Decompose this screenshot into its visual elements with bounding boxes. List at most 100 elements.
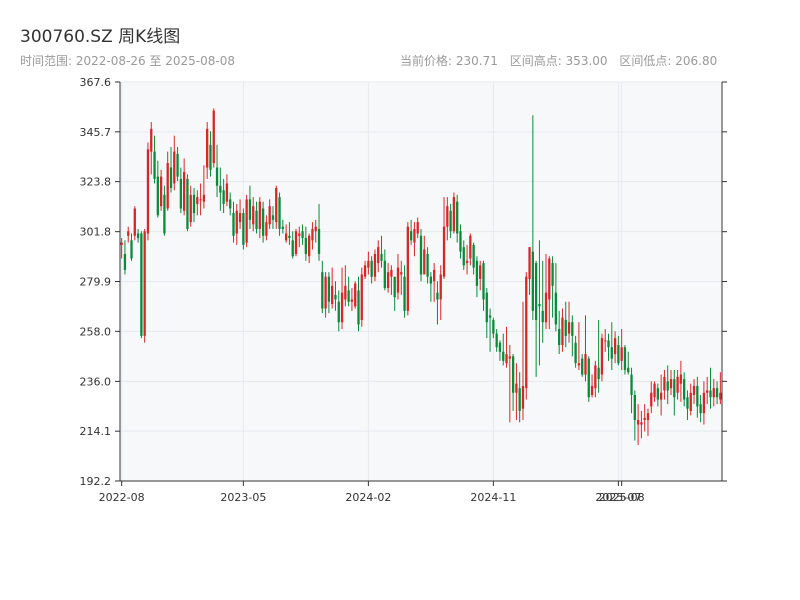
stats-bar: 当前价格: 230.71 区间高点: 353.00 区间低点: 206.80 bbox=[400, 52, 725, 69]
candle bbox=[446, 197, 449, 241]
candle bbox=[370, 256, 373, 284]
candle-body bbox=[567, 322, 571, 334]
candle-body bbox=[340, 292, 344, 323]
candle-body bbox=[258, 201, 261, 229]
candle-body bbox=[692, 385, 696, 396]
candle-body bbox=[554, 292, 558, 325]
candle-body bbox=[544, 292, 548, 323]
candle-body bbox=[337, 301, 340, 323]
candle bbox=[268, 199, 271, 229]
candle bbox=[587, 356, 590, 402]
candle-body bbox=[459, 231, 462, 252]
candle bbox=[610, 322, 613, 370]
candle-body bbox=[189, 194, 192, 223]
candle bbox=[360, 267, 363, 327]
candle-body bbox=[199, 199, 202, 201]
candle-body bbox=[465, 260, 469, 264]
candle-body bbox=[482, 263, 485, 300]
candle-body bbox=[136, 233, 140, 239]
candle-body bbox=[423, 249, 426, 275]
candle-body bbox=[706, 390, 709, 393]
candle-body bbox=[327, 276, 331, 302]
candle-body bbox=[495, 333, 498, 348]
candle-body bbox=[127, 231, 130, 236]
candle bbox=[166, 151, 169, 211]
candle-body bbox=[561, 317, 564, 345]
candle bbox=[304, 226, 308, 261]
candle bbox=[186, 174, 189, 232]
candle bbox=[377, 240, 380, 273]
candle bbox=[206, 122, 209, 179]
candle-body bbox=[324, 276, 327, 309]
candle-body bbox=[620, 347, 623, 361]
candle bbox=[508, 344, 511, 423]
candle bbox=[413, 222, 416, 257]
candle-body bbox=[613, 338, 617, 355]
candle bbox=[252, 197, 255, 232]
candle bbox=[143, 228, 146, 343]
candle bbox=[485, 288, 488, 339]
candle-body bbox=[525, 276, 528, 389]
candle bbox=[173, 135, 176, 191]
candle bbox=[600, 333, 604, 382]
candle-body bbox=[636, 420, 640, 425]
candle-body bbox=[304, 238, 308, 254]
candle-body bbox=[643, 417, 646, 421]
candles bbox=[120, 108, 722, 446]
candle-body bbox=[179, 178, 183, 209]
candle-body bbox=[331, 285, 334, 305]
candle-body bbox=[123, 253, 127, 270]
candle-body bbox=[469, 235, 472, 259]
candle bbox=[133, 206, 136, 241]
candle-body bbox=[416, 222, 419, 234]
candle-body bbox=[600, 338, 604, 375]
candle-body bbox=[715, 388, 719, 398]
candle-body bbox=[393, 276, 396, 298]
candle-body bbox=[587, 358, 590, 398]
candle-body bbox=[196, 197, 199, 204]
candle-body bbox=[209, 144, 212, 170]
candle-body bbox=[426, 253, 429, 277]
y-tick-label: 345.7 bbox=[80, 126, 112, 139]
candle bbox=[551, 256, 554, 318]
candle bbox=[686, 390, 689, 421]
candle-body bbox=[472, 244, 475, 268]
candle-body bbox=[271, 215, 275, 220]
candle bbox=[475, 256, 479, 298]
candle bbox=[242, 208, 245, 250]
candle bbox=[284, 224, 288, 243]
candle bbox=[459, 224, 462, 259]
candle-body bbox=[350, 299, 354, 302]
candle bbox=[633, 390, 636, 441]
candle-body bbox=[176, 153, 179, 177]
candle-body bbox=[528, 247, 531, 279]
candle-body bbox=[202, 194, 206, 202]
candle bbox=[646, 408, 650, 436]
candle bbox=[498, 340, 502, 361]
candle bbox=[182, 158, 186, 216]
candle-body bbox=[515, 383, 518, 393]
candle-body bbox=[623, 347, 627, 370]
candle bbox=[123, 240, 127, 275]
range-low: 区间低点: 206.80 bbox=[619, 54, 718, 68]
candle-body bbox=[607, 340, 610, 348]
candle bbox=[534, 260, 538, 377]
candle bbox=[613, 331, 617, 364]
range-high: 区间高点: 353.00 bbox=[509, 54, 608, 68]
candle-body bbox=[696, 385, 699, 407]
candle bbox=[590, 374, 594, 398]
candle-body bbox=[653, 383, 656, 398]
candle bbox=[163, 185, 166, 236]
candle bbox=[261, 201, 265, 243]
candle-body bbox=[659, 392, 663, 400]
candle-body bbox=[436, 292, 439, 300]
candle-body bbox=[143, 231, 146, 336]
candle bbox=[518, 372, 521, 423]
candle-body bbox=[278, 197, 281, 229]
candle-body bbox=[564, 319, 567, 336]
candle bbox=[334, 281, 337, 311]
candle bbox=[146, 142, 150, 241]
candle-body bbox=[156, 176, 159, 216]
candle bbox=[150, 122, 153, 175]
candle bbox=[472, 242, 475, 275]
